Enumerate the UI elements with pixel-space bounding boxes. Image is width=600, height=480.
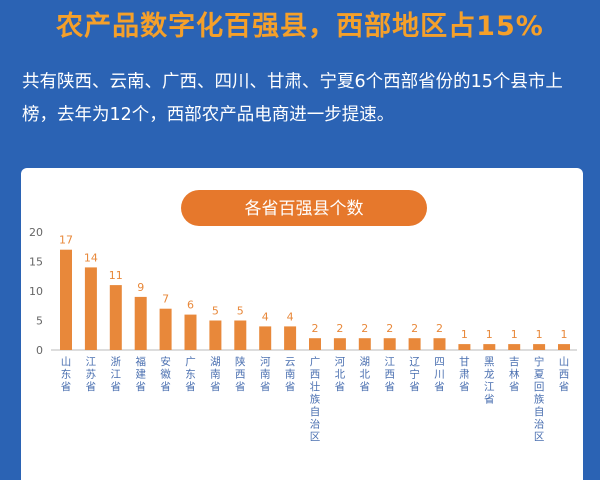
data-label: 9	[137, 281, 144, 294]
category-label: 湖南省	[210, 356, 221, 393]
bar	[458, 344, 471, 350]
chart-title-pill: 各省百强县个数	[181, 190, 427, 226]
bar	[159, 308, 172, 350]
page-title: 农产品数字化百强县，西部地区占15%	[56, 11, 544, 42]
bar	[234, 320, 247, 350]
bar-series	[60, 249, 570, 350]
data-label: 2	[336, 322, 343, 335]
bar	[558, 344, 570, 350]
category-label: 甘肃省	[459, 355, 470, 393]
category-label: 辽宁省	[409, 356, 420, 393]
category-label: 安徽省	[160, 355, 171, 393]
category-label: 黑龙江省	[484, 356, 495, 406]
bar	[508, 344, 521, 350]
data-label: 2	[361, 322, 368, 335]
data-label: 11	[109, 269, 123, 282]
category-label: 江西省	[384, 356, 395, 393]
category-label: 广西壮族自治区	[310, 356, 321, 443]
data-label: 1	[536, 328, 543, 341]
bar	[533, 344, 546, 350]
data-label: 2	[386, 322, 393, 335]
bar	[483, 344, 496, 350]
category-label: 河南省	[260, 356, 271, 393]
data-label: 4	[262, 310, 269, 323]
y-tick-label: 0	[36, 344, 43, 357]
bar	[109, 285, 122, 350]
category-label: 宁夏回族自治区	[534, 355, 545, 443]
category-label: 四川省	[434, 356, 445, 393]
bar	[383, 338, 396, 350]
bar	[259, 326, 272, 350]
category-label: 山西省	[559, 356, 570, 393]
data-label: 2	[411, 322, 418, 335]
y-tick-label: 10	[29, 285, 43, 298]
data-label: 2	[436, 322, 443, 335]
data-label: 1	[461, 328, 468, 341]
category-label: 浙江省	[111, 356, 122, 393]
bar	[184, 314, 197, 350]
y-tick-label: 5	[36, 315, 43, 328]
category-label: 湖北省	[360, 356, 371, 393]
data-label: 2	[312, 322, 319, 335]
bar	[358, 338, 371, 350]
category-label: 陕西省	[235, 355, 246, 393]
data-label: 5	[237, 305, 244, 318]
data-label: 7	[162, 293, 169, 306]
category-label: 山东省	[61, 356, 72, 393]
data-label: 1	[511, 328, 518, 341]
bar	[433, 338, 446, 350]
data-label: 14	[84, 251, 98, 264]
y-tick-label: 15	[29, 256, 43, 269]
category-label: 吉林省	[509, 356, 520, 393]
chart-title: 各省百强县个数	[245, 199, 364, 219]
intro-text: 共有陕西、云南、广西、四川、甘肃、宁夏6个西部省份的15个县市上榜，去年为12个…	[22, 72, 563, 125]
chart-card: 各省百强县个数 0 5 10 15 20 17 14 11 9 7 6 5 5 4 4 2 2 2 2 2 2 1 1 1 1…	[21, 168, 583, 480]
bar	[60, 249, 72, 350]
data-label: 17	[59, 234, 73, 247]
bar	[309, 338, 321, 350]
y-axis: 0 5 10 15 20	[29, 226, 43, 357]
data-label: 5	[212, 305, 219, 318]
data-label: 4	[287, 310, 294, 323]
data-label: 6	[187, 299, 194, 312]
category-label: 江苏省	[86, 356, 97, 393]
category-label: 广东省	[185, 356, 196, 393]
category-label: 云南省	[285, 356, 296, 393]
category-label: 河北省	[335, 356, 346, 393]
bar	[284, 326, 297, 350]
bar	[333, 338, 346, 350]
data-label: 1	[561, 328, 568, 341]
category-label: 福建省	[135, 355, 146, 393]
bar	[134, 296, 147, 350]
data-label: 1	[486, 328, 493, 341]
bar	[84, 267, 97, 350]
y-tick-label: 20	[29, 226, 43, 239]
category-labels: 山东省 江苏省 浙江省 福建省 安徽省 广东省 湖南省 陕西省 河南省 云南省 广西壮族自治区 河北省…	[61, 355, 570, 443]
bar	[408, 338, 421, 350]
chart-title-background	[181, 190, 427, 226]
bar	[209, 320, 222, 350]
